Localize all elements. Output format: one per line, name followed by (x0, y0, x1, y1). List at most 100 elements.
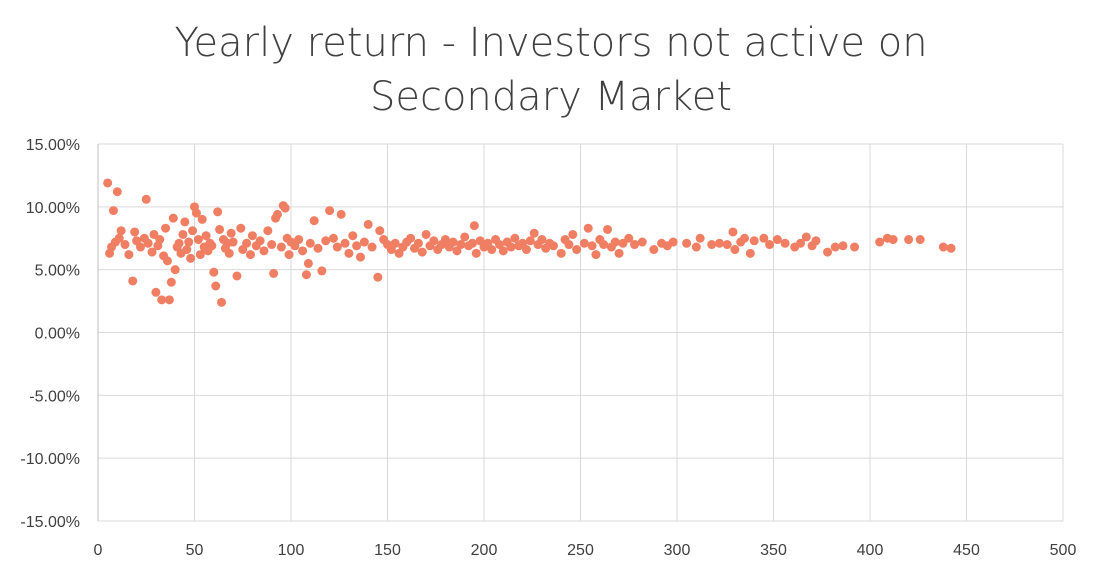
data-point (301, 270, 311, 280)
data-point (417, 247, 427, 257)
data-point (195, 250, 205, 260)
data-point (280, 203, 290, 213)
data-point (603, 224, 613, 234)
data-point (321, 236, 331, 246)
data-point (174, 238, 184, 248)
data-point (184, 237, 194, 247)
data-point (525, 236, 535, 246)
data-point (170, 265, 180, 275)
data-point (510, 233, 520, 243)
data-point (780, 238, 790, 248)
data-point (583, 223, 593, 233)
data-point (217, 297, 227, 307)
data-point (215, 224, 225, 234)
data-point (263, 226, 273, 236)
data-point (938, 242, 948, 252)
data-point (506, 242, 516, 252)
x-tick-label: 200 (471, 542, 498, 559)
data-point (191, 208, 201, 218)
data-point (572, 245, 582, 255)
data-point (207, 241, 217, 251)
data-point (421, 229, 431, 239)
data-point (209, 267, 219, 277)
data-point (157, 295, 167, 305)
data-point (564, 240, 574, 250)
chart-title: Yearly return - Investors not active on … (0, 16, 1102, 124)
data-point (682, 238, 692, 248)
data-point (305, 238, 315, 248)
data-point (373, 272, 383, 282)
data-point (298, 246, 308, 256)
data-point (130, 227, 140, 237)
data-point (875, 237, 885, 247)
data-point (147, 247, 157, 257)
data-point (591, 250, 601, 260)
data-point (112, 187, 122, 197)
data-point (599, 240, 609, 250)
data-point (193, 235, 203, 245)
y-tick-label: 10.00% (26, 200, 80, 217)
data-point (232, 271, 242, 281)
data-point (375, 226, 385, 236)
data-point (579, 238, 589, 248)
data-point (749, 236, 759, 246)
data-point (745, 248, 755, 258)
data-point (267, 240, 277, 250)
data-point (390, 238, 400, 248)
data-point (456, 240, 466, 250)
data-point (521, 245, 531, 255)
x-tick-label: 300 (664, 542, 691, 559)
data-point (730, 245, 740, 255)
data-point (178, 229, 188, 239)
data-point (161, 223, 171, 233)
data-point (182, 245, 192, 255)
data-point (103, 178, 113, 188)
data-point (325, 206, 335, 216)
chart-title-line1: Yearly return - Investors not active on (174, 20, 928, 66)
data-point (498, 246, 508, 256)
data-point (303, 258, 313, 268)
data-point (336, 209, 346, 219)
data-point (213, 207, 223, 217)
y-tick-label: -15.00% (20, 514, 80, 531)
data-point (272, 209, 282, 219)
data-point (359, 237, 369, 247)
data-point (714, 238, 724, 248)
x-tick-label: 500 (1050, 542, 1077, 559)
x-tick-label: 50 (186, 542, 204, 559)
data-point (116, 226, 126, 236)
data-point (151, 287, 161, 297)
data-point (740, 233, 750, 243)
data-point (695, 233, 705, 243)
data-point (236, 223, 246, 233)
y-tick-label: -10.00% (20, 451, 80, 468)
x-tick-label: 400 (857, 542, 884, 559)
data-point (135, 242, 145, 252)
data-point (226, 228, 236, 238)
data-point (276, 242, 286, 252)
data-point (188, 226, 198, 236)
data-point (469, 221, 479, 231)
data-point (245, 250, 255, 260)
data-point (637, 237, 647, 247)
data-point (186, 253, 196, 263)
x-tick-label: 350 (760, 542, 787, 559)
data-point (328, 233, 338, 243)
data-point (691, 242, 701, 252)
data-point (823, 247, 833, 257)
data-point (344, 248, 354, 258)
data-point (548, 241, 558, 251)
data-point (124, 250, 134, 260)
data-point (668, 237, 678, 247)
data-point (247, 231, 257, 241)
x-tick-label: 250 (567, 542, 594, 559)
data-point (352, 241, 362, 251)
data-point (108, 206, 118, 216)
x-tick-label: 150 (374, 542, 401, 559)
data-point (888, 235, 898, 245)
data-point (164, 295, 174, 305)
data-point (440, 235, 450, 245)
data-point (348, 231, 358, 241)
data-point (201, 231, 211, 241)
